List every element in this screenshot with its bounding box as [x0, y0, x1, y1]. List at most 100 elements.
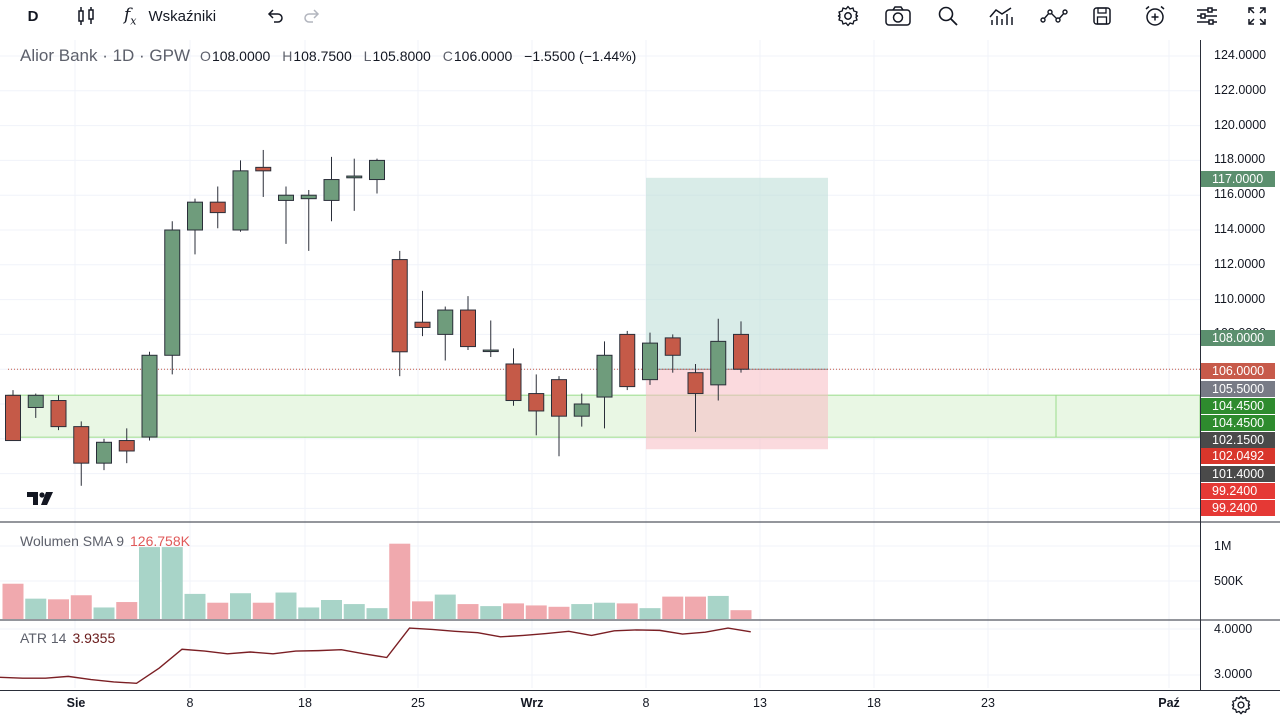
time-tick: Sie — [66, 696, 86, 710]
candle-body — [505, 363, 522, 402]
candle-body — [346, 175, 363, 179]
volume-label: Wolumen SMA 9 — [20, 533, 125, 549]
price-tick: 116.0000 — [1214, 187, 1266, 202]
time-tick: 23 — [981, 696, 995, 710]
candle — [664, 334, 681, 373]
price-tag: 99.2400 — [1201, 500, 1275, 516]
volume-bar — [525, 605, 547, 619]
axis-settings-icon[interactable] — [1230, 694, 1254, 716]
settings-icon[interactable] — [834, 0, 862, 32]
price-tag: 102.0492 — [1201, 448, 1275, 464]
candle-body — [596, 354, 613, 398]
candle — [73, 421, 90, 486]
save-icon[interactable] — [1088, 0, 1116, 32]
price-tick: 112.0000 — [1214, 256, 1266, 271]
indicators-icon[interactable] — [985, 0, 1017, 32]
fullscreen-icon[interactable] — [1243, 0, 1271, 32]
time-tick: 18 — [867, 696, 881, 710]
candle — [278, 186, 294, 244]
candle — [414, 290, 431, 337]
redo-icon[interactable] — [299, 0, 325, 32]
indicators-button[interactable]: fx Wskaźniki — [124, 0, 244, 32]
candle — [460, 296, 476, 351]
price-tag: 104.4500 — [1201, 398, 1275, 414]
candle — [187, 198, 203, 255]
candle — [573, 393, 590, 427]
candle — [733, 321, 749, 373]
tradingview-logo[interactable] — [26, 488, 58, 508]
volume-tick-500k: 500K — [1214, 574, 1244, 588]
volume-bar — [548, 606, 570, 619]
search-icon[interactable] — [934, 0, 962, 32]
volume-value: 126.758K — [130, 533, 190, 549]
candle — [232, 160, 249, 232]
atr-line — [0, 627, 751, 684]
candle-body — [414, 321, 431, 328]
candle-body — [187, 201, 203, 231]
candle — [5, 390, 21, 442]
volume-legend[interactable]: Wolumen SMA 9 126.758K — [20, 533, 190, 549]
candle-body — [733, 333, 749, 370]
candle-body — [27, 394, 44, 408]
candle — [255, 149, 272, 197]
candle-body — [369, 159, 385, 181]
candle — [528, 374, 545, 436]
atr-tick-4: 4.0000 — [1214, 622, 1253, 636]
volume-bar — [321, 600, 342, 619]
candle-body — [664, 337, 681, 356]
candle-body — [619, 333, 636, 388]
candle — [596, 341, 613, 429]
atr-legend[interactable]: ATR 14 3.9355 — [20, 630, 115, 646]
candle — [346, 158, 363, 211]
volume-tick-1m: 1M — [1214, 539, 1232, 553]
candle-body — [551, 379, 567, 417]
node-icon[interactable] — [1038, 0, 1070, 32]
pane-dividers — [0, 40, 1280, 691]
candle — [50, 395, 67, 431]
undo-icon[interactable] — [262, 0, 288, 32]
candle-body — [323, 179, 340, 201]
volume-bar — [594, 602, 615, 619]
candle — [642, 332, 658, 385]
price-tick: 120.0000 — [1214, 117, 1267, 132]
price-tag: 117.0000 — [1201, 171, 1275, 187]
atr-value: 3.9355 — [72, 630, 116, 646]
volume-bar — [48, 599, 69, 619]
volume-bar — [571, 604, 593, 619]
price-tick: 110.0000 — [1214, 291, 1266, 306]
volume-bar — [412, 601, 433, 619]
volume-bar — [730, 610, 752, 619]
volume-bars — [2, 543, 752, 619]
price-tick: 122.0000 — [1214, 82, 1267, 97]
price-tag: 102.1500 — [1201, 432, 1275, 448]
top-toolbar: D fx Wskaźniki — [0, 0, 1280, 34]
sliders-icon[interactable] — [1192, 0, 1222, 32]
camera-icon[interactable] — [882, 0, 914, 32]
volume-bar — [184, 593, 206, 619]
candle-body — [118, 440, 135, 452]
time-tick: Paź — [1158, 696, 1180, 710]
price-tag: 108.0000 — [1201, 330, 1275, 346]
candle — [300, 189, 317, 251]
chart-legend[interactable]: Alior Bank · 1D · GPW O108.0000 H108.750… — [20, 46, 636, 66]
candle — [369, 158, 385, 194]
volume-bar — [639, 608, 661, 619]
volume-bar — [25, 598, 47, 619]
volume-bar — [662, 596, 684, 619]
atr-tick-3: 3.0000 — [1214, 667, 1253, 681]
time-tick: 13 — [753, 696, 767, 710]
atr-series-line — [0, 627, 751, 684]
alert-icon[interactable] — [1140, 0, 1170, 32]
price-tag: 105.5000 — [1201, 381, 1275, 397]
candle — [391, 250, 408, 377]
symbol-title[interactable]: Alior Bank · 1D · GPW — [20, 46, 191, 65]
price-tag: 104.4500 — [1201, 415, 1275, 431]
interval-button[interactable]: D — [20, 0, 46, 32]
candle — [551, 376, 567, 457]
bar-chart-icon[interactable] — [72, 0, 100, 32]
volume-bar — [343, 604, 365, 619]
candle-body — [460, 309, 476, 348]
change-value: −1.5500 (−1.44%) — [524, 48, 637, 64]
candle-body — [209, 201, 226, 214]
